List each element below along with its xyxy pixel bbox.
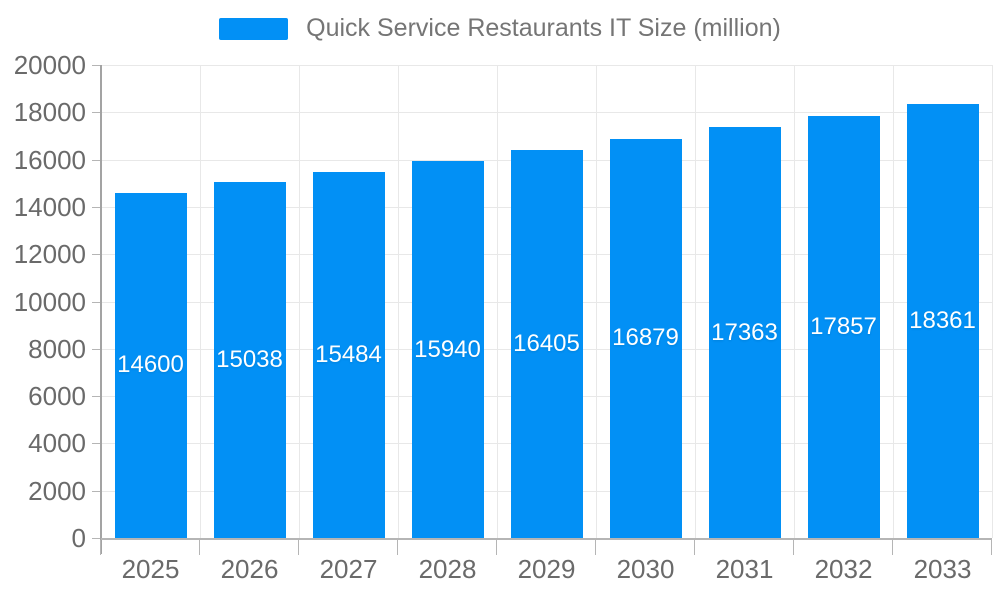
bar-value-label: 15484 — [315, 340, 382, 368]
bar-value-label: 17857 — [810, 312, 877, 340]
x-axis-label: 2030 — [616, 554, 675, 584]
bar[interactable]: 17857 — [807, 115, 880, 538]
x-tick — [199, 540, 200, 555]
bar-value-label: 15038 — [216, 346, 283, 374]
x-axis-ticks — [100, 540, 992, 555]
y-tick — [92, 443, 101, 445]
hgrid-line — [101, 65, 992, 66]
y-axis-label: 12000 — [13, 239, 86, 270]
bar-value-label: 18361 — [909, 306, 976, 334]
x-tick — [694, 540, 695, 555]
vgrid-line — [695, 65, 696, 538]
vgrid-line — [497, 65, 498, 538]
y-axis-label: 14000 — [13, 191, 86, 222]
vgrid-line — [893, 65, 894, 538]
bar-value-label: 16405 — [513, 330, 580, 358]
vgrid-line — [596, 65, 597, 538]
x-tick — [397, 540, 398, 555]
bar[interactable]: 17363 — [708, 127, 781, 538]
plot-area: 14600 15038 15484 15940 16405 16879 17363 17857… — [101, 65, 993, 538]
legend-swatch-icon — [219, 17, 289, 40]
y-tick — [92, 396, 101, 398]
y-axis-label: 20000 — [13, 50, 86, 80]
x-axis-labels: 2025 2026 2027 2028 2029 2030 2031 2032 2033 — [101, 556, 992, 586]
x-axis-label: 2027 — [319, 554, 378, 584]
bar-value-label: 14600 — [117, 351, 184, 379]
y-tick — [92, 206, 101, 208]
bar[interactable]: 16405 — [510, 150, 583, 538]
x-axis-label: 2033 — [913, 554, 972, 584]
bar-series: 14600 15038 15484 15940 16405 16879 17363 17857… — [101, 65, 992, 538]
y-tick — [92, 490, 101, 492]
y-axis-label: 2000 — [28, 475, 86, 506]
x-tick — [298, 540, 299, 555]
x-axis-line — [101, 538, 992, 540]
bar-value-label: 15940 — [414, 335, 481, 363]
bar-value-label: 16879 — [612, 324, 679, 352]
bar[interactable]: 15038 — [213, 182, 286, 538]
x-tick — [991, 540, 992, 555]
vgrid-line — [992, 65, 993, 538]
y-tick — [92, 538, 101, 539]
bar[interactable]: 15940 — [411, 161, 484, 538]
x-tick — [892, 540, 893, 555]
y-axis-label: 8000 — [28, 333, 86, 364]
vgrid-line — [200, 65, 201, 538]
x-axis-label: 2026 — [220, 554, 279, 584]
legend-label: Quick Service Restaurants IT Size (milli… — [306, 14, 781, 42]
y-axis-label: 16000 — [13, 144, 86, 175]
x-tick — [100, 540, 101, 555]
y-tick — [92, 159, 101, 161]
y-axis-label: 18000 — [13, 97, 86, 128]
x-axis-label: 2031 — [715, 554, 774, 584]
x-axis-label: 2029 — [517, 554, 576, 584]
vgrid-line — [398, 65, 399, 538]
vgrid-line — [299, 65, 300, 538]
y-tick — [92, 254, 101, 256]
x-tick — [793, 540, 794, 555]
bar[interactable]: 16879 — [609, 138, 682, 538]
bar[interactable]: 15484 — [312, 171, 385, 538]
x-tick — [496, 540, 497, 555]
y-axis-label: 4000 — [28, 428, 86, 459]
y-tick — [92, 112, 101, 114]
y-axis-label: 10000 — [13, 286, 86, 317]
legend[interactable]: Quick Service Restaurants IT Size (milli… — [0, 14, 1000, 43]
y-tick — [92, 65, 101, 66]
y-axis-line — [100, 65, 102, 554]
y-axis-ticks — [92, 65, 101, 539]
y-axis-label: 0 — [71, 523, 86, 553]
y-tick — [92, 301, 101, 303]
y-tick — [92, 348, 101, 350]
x-axis-label: 2025 — [121, 554, 180, 584]
y-axis-labels: 0 2000 4000 6000 8000 10000 12000 14000 16000 180… — [0, 52, 86, 551]
x-axis-label: 2028 — [418, 554, 477, 584]
bar[interactable]: 18361 — [906, 103, 979, 538]
x-axis-label: 2032 — [814, 554, 873, 584]
x-tick — [595, 540, 596, 555]
hgrid-line — [101, 112, 992, 114]
bar-value-label: 17363 — [711, 318, 778, 346]
bar[interactable]: 14600 — [114, 192, 187, 538]
vgrid-line — [794, 65, 795, 538]
y-axis-label: 6000 — [28, 381, 86, 412]
